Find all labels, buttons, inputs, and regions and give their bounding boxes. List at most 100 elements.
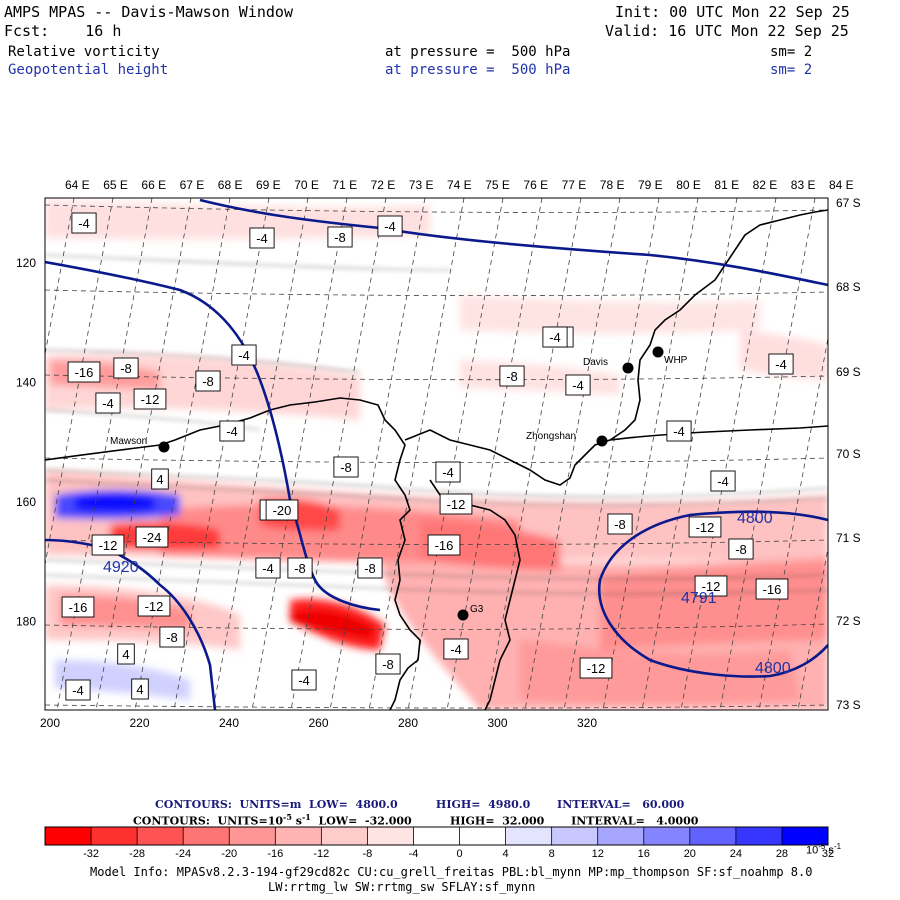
colorbar-swatch bbox=[643, 827, 691, 845]
lon-label: 76 E bbox=[523, 178, 548, 192]
vorticity-label: -4 bbox=[443, 638, 469, 660]
station-marker bbox=[158, 441, 170, 453]
colorbar bbox=[44, 826, 829, 846]
svg-text:4: 4 bbox=[122, 647, 129, 662]
x-grid-label: 220 bbox=[130, 716, 150, 730]
vorticity-label: -4 bbox=[291, 669, 317, 691]
svg-text:-12: -12 bbox=[587, 661, 606, 676]
colorbar-tick: 12 bbox=[592, 848, 604, 860]
colorbar-tick: -4 bbox=[409, 848, 419, 860]
colorbar-swatch bbox=[137, 827, 184, 845]
vort-contour-range: LOW= -32.000 HIGH= 32.000 INTERVAL= 4.00… bbox=[310, 814, 699, 828]
lon-label: 79 E bbox=[638, 178, 663, 192]
svg-text:-4: -4 bbox=[226, 424, 238, 439]
map-title: AMPS MPAS -- Davis-Mawson Window bbox=[4, 3, 293, 21]
vorticity-label: -4 bbox=[71, 212, 97, 234]
lon-label: 84 E bbox=[829, 178, 854, 192]
vorticity-label: -4 bbox=[666, 420, 692, 442]
station-marker bbox=[652, 346, 664, 358]
station-marker bbox=[457, 609, 469, 621]
svg-text:-8: -8 bbox=[202, 374, 214, 389]
colorbar-swatch bbox=[781, 827, 829, 845]
lon-label: 64 E bbox=[65, 178, 90, 192]
svg-text:-12: -12 bbox=[447, 497, 466, 512]
svg-text:-12: -12 bbox=[145, 599, 164, 614]
field1-sm: sm= 2 bbox=[770, 44, 813, 60]
vorticity-label: -4 bbox=[435, 461, 461, 483]
vorticity-label: -16 bbox=[427, 534, 461, 556]
vorticity-label: -8 bbox=[113, 357, 139, 379]
vorticity-label: -12 bbox=[91, 534, 125, 556]
y-grid-label: 160 bbox=[16, 495, 36, 509]
colorbar-tick: -32 bbox=[83, 848, 99, 860]
colorbar-tick: -16 bbox=[267, 848, 283, 860]
lon-label: 82 E bbox=[753, 178, 778, 192]
vorticity-label: -8 bbox=[287, 557, 313, 579]
station-label: G3 bbox=[470, 604, 484, 615]
svg-text:-8: -8 bbox=[166, 630, 178, 645]
vorticity-label: -8 bbox=[375, 653, 401, 675]
svg-text:-8: -8 bbox=[382, 657, 394, 672]
colorbar-swatch bbox=[505, 827, 553, 845]
vorticity-label: -8 bbox=[195, 370, 221, 392]
colorbar-swatch bbox=[275, 827, 322, 845]
x-grid-label: 300 bbox=[488, 716, 508, 730]
vorticity-label: -4 bbox=[255, 557, 281, 579]
colorbar-tick: 20 bbox=[684, 848, 696, 860]
vorticity-label: -12 bbox=[137, 595, 171, 617]
model-info-line1: Model Info: MPASv8.2.3-194-gf29cd82c CU:… bbox=[90, 865, 813, 879]
svg-text:4: 4 bbox=[156, 472, 163, 487]
svg-text:-12: -12 bbox=[99, 538, 118, 553]
field2-level: at pressure = 500 hPa bbox=[385, 62, 571, 78]
colorbar-tick: 16 bbox=[638, 848, 650, 860]
lat-label: 71 S bbox=[836, 531, 861, 545]
svg-text:-4: -4 bbox=[775, 357, 787, 372]
vorticity-labels: -4 -4 -8 -4 -4 -16 -8 -8 -4 -12 -4 -8 -4 -4 -4 4 -8 -4 -12… bbox=[61, 212, 794, 701]
lon-label: 69 E bbox=[256, 178, 281, 192]
axis-labels: 64 E 65 E 66 E 67 E 68 E 69 E 70 E 71 E 72 E 73 E… bbox=[16, 178, 861, 730]
height-contour-info: CONTOURS: UNITS=m LOW= 4800.0 HIGH= 4980… bbox=[155, 798, 685, 811]
svg-text:-4: -4 bbox=[298, 673, 310, 688]
station-label: Davis bbox=[583, 357, 608, 368]
colorbar-tick: 32 bbox=[822, 848, 834, 860]
vorticity-label: -4 bbox=[231, 344, 257, 366]
valid-time: Valid: 16 UTC Mon 22 Sep 25 bbox=[605, 22, 849, 40]
colorbar-swatch bbox=[597, 827, 645, 845]
svg-text:-4: -4 bbox=[384, 219, 396, 234]
lon-label: 83 E bbox=[791, 178, 816, 192]
vorticity-label: -12 bbox=[133, 388, 167, 410]
lon-label: 68 E bbox=[218, 178, 243, 192]
vorticity-label: -8 bbox=[607, 513, 633, 535]
lon-label: 70 E bbox=[294, 178, 319, 192]
svg-text:-4: -4 bbox=[717, 474, 729, 489]
vorticity-label: -4 bbox=[710, 470, 736, 492]
svg-text:-4: -4 bbox=[238, 348, 250, 363]
vorticity-label: -24 bbox=[135, 526, 169, 548]
vorticity-label: -20 bbox=[265, 499, 299, 521]
lon-label: 72 E bbox=[371, 178, 396, 192]
lat-label: 69 S bbox=[836, 365, 861, 379]
lon-label: 81 E bbox=[714, 178, 739, 192]
svg-text:-8: -8 bbox=[735, 542, 747, 557]
colorbar-swatch bbox=[459, 827, 507, 845]
colorbar-ticks: -32 -28 -24 -20 -16 -12 -8 -4 0 4 8 12 16 20 24 28 32 bbox=[83, 848, 834, 860]
svg-text:-24: -24 bbox=[143, 530, 162, 545]
vorticity-label: -12 bbox=[688, 516, 722, 538]
vorticity-label: -8 bbox=[357, 557, 383, 579]
colorbar-tick: -28 bbox=[129, 848, 145, 860]
station-label: Mawson bbox=[110, 436, 147, 447]
vort-unit-prefix: CONTOURS: UNITS=10 bbox=[133, 814, 284, 828]
lon-label: 77 E bbox=[562, 178, 587, 192]
lon-label: 66 E bbox=[141, 178, 166, 192]
vorticity-label: -4 bbox=[542, 326, 568, 348]
svg-text:-20: -20 bbox=[273, 503, 292, 518]
vorticity-label: -12 bbox=[439, 493, 473, 515]
vorticity-label: -16 bbox=[67, 361, 101, 383]
lat-label: 68 S bbox=[836, 280, 861, 294]
colorbar-tick: -12 bbox=[313, 848, 329, 860]
colorbar-tick: -20 bbox=[221, 848, 237, 860]
svg-text:-4: -4 bbox=[673, 424, 685, 439]
svg-text:-12: -12 bbox=[702, 579, 721, 594]
colorbar-swatch bbox=[735, 827, 783, 845]
svg-text:-8: -8 bbox=[334, 230, 346, 245]
